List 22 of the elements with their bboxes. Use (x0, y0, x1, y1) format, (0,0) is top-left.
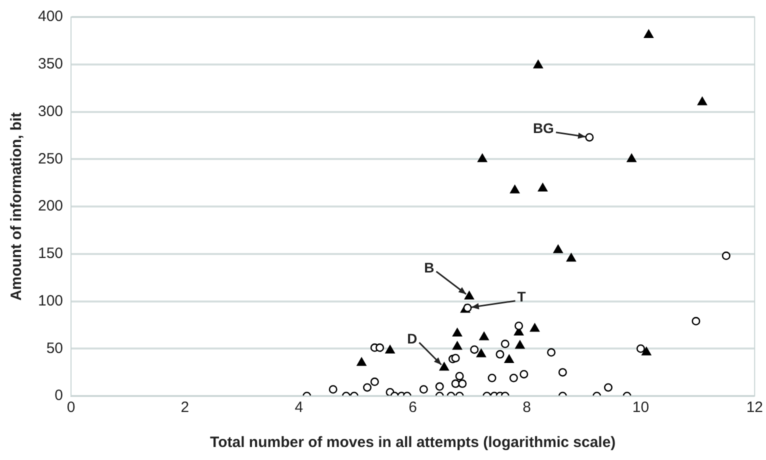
x-tick-label: 10 (632, 399, 650, 416)
y-tick-label: 400 (38, 8, 64, 26)
x-tick-label: 6 (408, 399, 418, 416)
y-tick-label: 300 (38, 102, 64, 120)
y-tick-label: 150 (38, 245, 64, 262)
x-tick-label: 12 (746, 399, 763, 416)
annotation: B (424, 259, 434, 276)
annotation: D (407, 330, 418, 346)
y-tick-label: 250 (38, 150, 64, 168)
annotation: T (517, 288, 526, 305)
y-tick-label: 100 (38, 292, 64, 310)
x-tick-label: 2 (180, 399, 190, 416)
y-axis-title: Amount of information, bit (8, 112, 26, 301)
annotation: BG (532, 120, 554, 136)
y-tick-label: 50 (46, 340, 64, 357)
y-tick-label: 200 (38, 198, 64, 215)
x-axis-title: Total number of moves in all attempts (logarithmic scale) (210, 434, 616, 452)
y-tick-label: 350 (38, 56, 64, 73)
x-tick-label: 0 (66, 399, 76, 416)
x-tick-label: 4 (294, 399, 304, 416)
y-tick-label: 0 (54, 387, 64, 404)
x-tick-label: 8 (522, 399, 531, 416)
